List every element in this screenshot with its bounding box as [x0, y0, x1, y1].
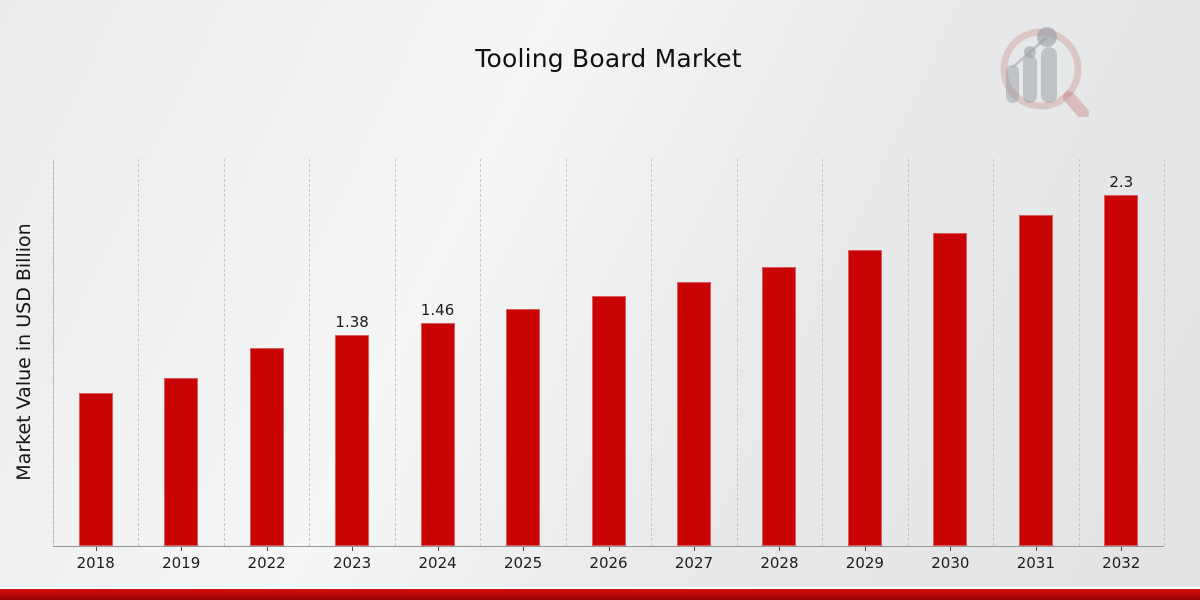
x-tick-label-2024: 2024	[418, 554, 457, 572]
chart-title: Tooling Board Market	[475, 44, 742, 73]
x-axis-tick	[950, 547, 952, 551]
x-axis-tick	[864, 547, 866, 551]
x-tick-label-2018: 2018	[76, 554, 115, 572]
plot-area: 1.38 1.46 2.3 2018 2019 2022 2023 2024 2025 2026…	[53, 159, 1165, 572]
bar-value-label-2024: 1.46	[420, 301, 455, 320]
vertical-gridline	[822, 159, 824, 546]
bar-2018	[78, 393, 113, 546]
x-axis-tick	[95, 547, 97, 551]
x-axis-tick	[266, 547, 268, 551]
bottom-red-strip	[0, 587, 1200, 600]
bar-2022	[249, 347, 284, 546]
bar-2032	[1104, 194, 1139, 546]
bar-2024	[420, 323, 455, 546]
x-axis-tick	[181, 547, 183, 551]
x-axis-tick	[523, 547, 525, 551]
vertical-gridline	[138, 159, 140, 546]
vertical-gridline	[53, 159, 54, 546]
magnifier-bar-chart-icon	[1000, 27, 1089, 119]
x-tick-label-2023: 2023	[333, 554, 372, 572]
logo-dot-large	[1037, 27, 1057, 47]
x-tick-label-2031: 2031	[1016, 554, 1055, 572]
y-axis-label: Market Value in USD Billion	[13, 223, 35, 481]
x-tick-label-2027: 2027	[674, 554, 714, 572]
bar-2019	[164, 378, 199, 546]
x-axis-tick	[608, 547, 610, 551]
vertical-gridline	[651, 159, 653, 546]
x-tick-label-2026: 2026	[589, 554, 628, 572]
x-axis-tick	[437, 547, 439, 551]
x-axis-tick	[352, 547, 354, 551]
x-tick-label-2019: 2019	[162, 554, 201, 572]
vertical-gridline	[565, 159, 567, 546]
vertical-gridline	[1164, 159, 1165, 546]
x-tick-label-2029: 2029	[845, 554, 884, 572]
vertical-gridline	[907, 159, 909, 546]
vertical-gridline	[394, 159, 396, 546]
market-research-watermark-logo	[993, 22, 1093, 119]
x-axis-tick	[693, 547, 695, 551]
magnifier-handle	[1063, 91, 1089, 119]
x-axis-tick	[779, 547, 781, 551]
logo-bar-3	[1041, 47, 1057, 103]
x-tick-label-2025: 2025	[503, 554, 543, 572]
bar-2029	[847, 249, 882, 546]
bar-value-label-2032: 2.3	[1109, 172, 1134, 191]
x-axis-line	[53, 545, 1164, 547]
logo-bar-1	[1006, 65, 1019, 103]
bar-2030	[933, 233, 968, 546]
x-tick-label-2028: 2028	[760, 554, 799, 572]
vertical-gridline	[223, 159, 225, 546]
bar-2023	[335, 335, 370, 546]
bar-2026	[591, 295, 626, 546]
x-tick-label-2030: 2030	[931, 554, 970, 572]
bar-2025	[506, 309, 541, 546]
vertical-gridline	[736, 159, 738, 546]
vertical-gridline	[480, 159, 482, 546]
vertical-gridline	[309, 159, 311, 546]
x-tick-label-2032: 2032	[1102, 554, 1141, 572]
bar-2031	[1018, 214, 1053, 546]
bar-2027	[676, 281, 711, 546]
vertical-gridline	[993, 159, 995, 546]
vertical-gridline	[1078, 159, 1080, 546]
logo-bar-2	[1023, 55, 1037, 103]
x-tick-label-2022: 2022	[247, 554, 286, 572]
logo-dot-small	[1024, 46, 1036, 58]
bar-2028	[762, 266, 797, 546]
x-axis-tick	[1121, 547, 1123, 551]
x-axis-tick	[1035, 547, 1037, 551]
bar-value-label-2023: 1.38	[335, 313, 369, 332]
